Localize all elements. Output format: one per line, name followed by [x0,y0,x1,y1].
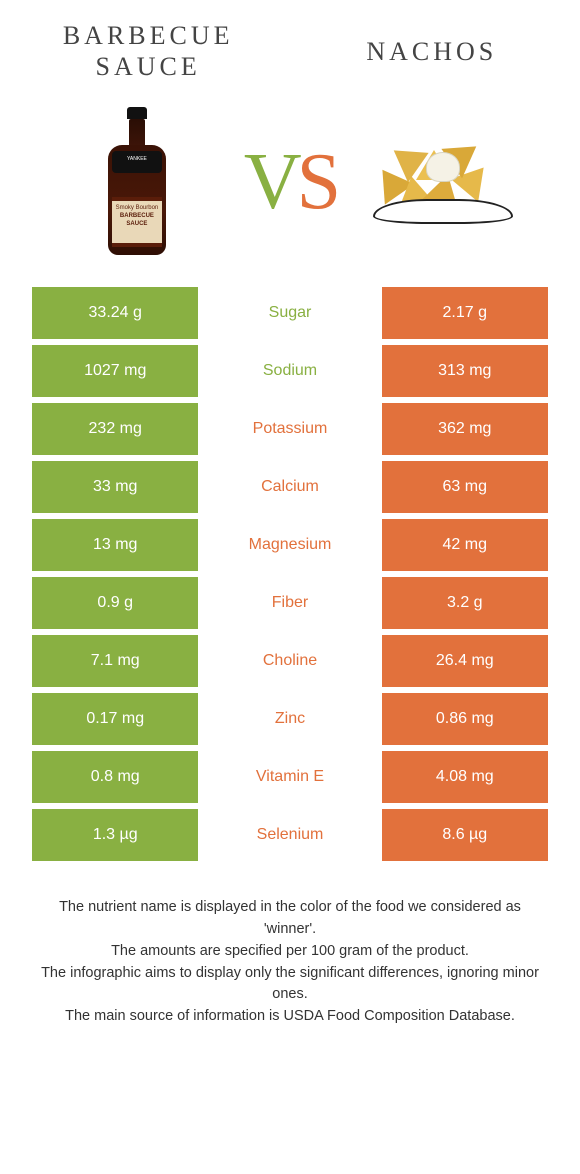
value-right: 4.08 mg [382,751,548,803]
food-title-left: Barbecue sauce [30,20,266,82]
value-left: 0.9 g [32,577,198,629]
nutrient-row: 0.8 mgVitamin E4.08 mg [32,751,548,803]
nutrient-row: 232 mgPotassium362 mg [32,403,548,455]
footer-line1: The nutrient name is displayed in the co… [40,897,540,941]
nutrient-row: 1.3 µgSelenium8.6 µg [32,809,548,861]
footer-notes: The nutrient name is displayed in the co… [0,867,580,1028]
vs-s: S [297,138,337,226]
infographic-container: Barbecue sauce Nachos YANKEE Smoky Bourb… [0,0,580,1028]
value-left: 13 mg [32,519,198,571]
title-left-line1: Barbecue [63,21,234,50]
nachos-image [356,132,530,232]
footer-line2: The amounts are specified per 100 gram o… [40,941,540,963]
nutrient-row: 7.1 mgCholine26.4 mg [32,635,548,687]
title-left-line2: sauce [96,52,201,81]
value-right: 63 mg [382,461,548,513]
nutrient-row: 0.9 gFiber3.2 g [32,577,548,629]
value-right: 362 mg [382,403,548,455]
value-right: 2.17 g [382,287,548,339]
value-left: 33.24 g [32,287,198,339]
value-left: 7.1 mg [32,635,198,687]
value-left: 1.3 µg [32,809,198,861]
bottle-icon: YANKEE Smoky BourbonBARBECUESAUCE [107,107,167,257]
nutrient-label: Vitamin E [198,751,381,803]
value-left: 0.17 mg [32,693,198,745]
bbq-sauce-image: YANKEE Smoky BourbonBARBECUESAUCE [50,107,224,257]
value-right: 3.2 g [382,577,548,629]
nutrient-row: 1027 mgSodium313 mg [32,345,548,397]
food-title-right: Nachos [314,36,550,67]
value-right: 26.4 mg [382,635,548,687]
nutrient-label: Magnesium [198,519,381,571]
nutrient-label: Zinc [198,693,381,745]
footer-line4: The main source of information is USDA F… [40,1006,540,1028]
header-row: Barbecue sauce Nachos [0,0,580,92]
nutrient-label: Potassium [198,403,381,455]
nutrient-row: 33 mgCalcium63 mg [32,461,548,513]
nutrient-row: 33.24 gSugar2.17 g [32,287,548,339]
nutrient-row: 0.17 mgZinc0.86 mg [32,693,548,745]
value-left: 232 mg [32,403,198,455]
vs-label: VS [244,137,336,228]
value-left: 1027 mg [32,345,198,397]
vs-v: V [244,138,297,226]
value-right: 42 mg [382,519,548,571]
value-right: 313 mg [382,345,548,397]
nutrient-table: 33.24 gSugar2.17 g 1027 mgSodium313 mg 232… [0,287,580,861]
nutrient-row: 13 mgMagnesium42 mg [32,519,548,571]
nutrient-label: Sugar [198,287,381,339]
footer-line3: The infographic aims to display only the… [40,963,540,1007]
value-right: 0.86 mg [382,693,548,745]
nutrient-label: Fiber [198,577,381,629]
nutrient-label: Calcium [198,461,381,513]
images-row: YANKEE Smoky BourbonBARBECUESAUCE VS [0,92,580,287]
value-left: 0.8 mg [32,751,198,803]
nutrient-label: Sodium [198,345,381,397]
nutrient-label: Choline [198,635,381,687]
nachos-icon [368,132,518,232]
value-left: 33 mg [32,461,198,513]
value-right: 8.6 µg [382,809,548,861]
nutrient-label: Selenium [198,809,381,861]
